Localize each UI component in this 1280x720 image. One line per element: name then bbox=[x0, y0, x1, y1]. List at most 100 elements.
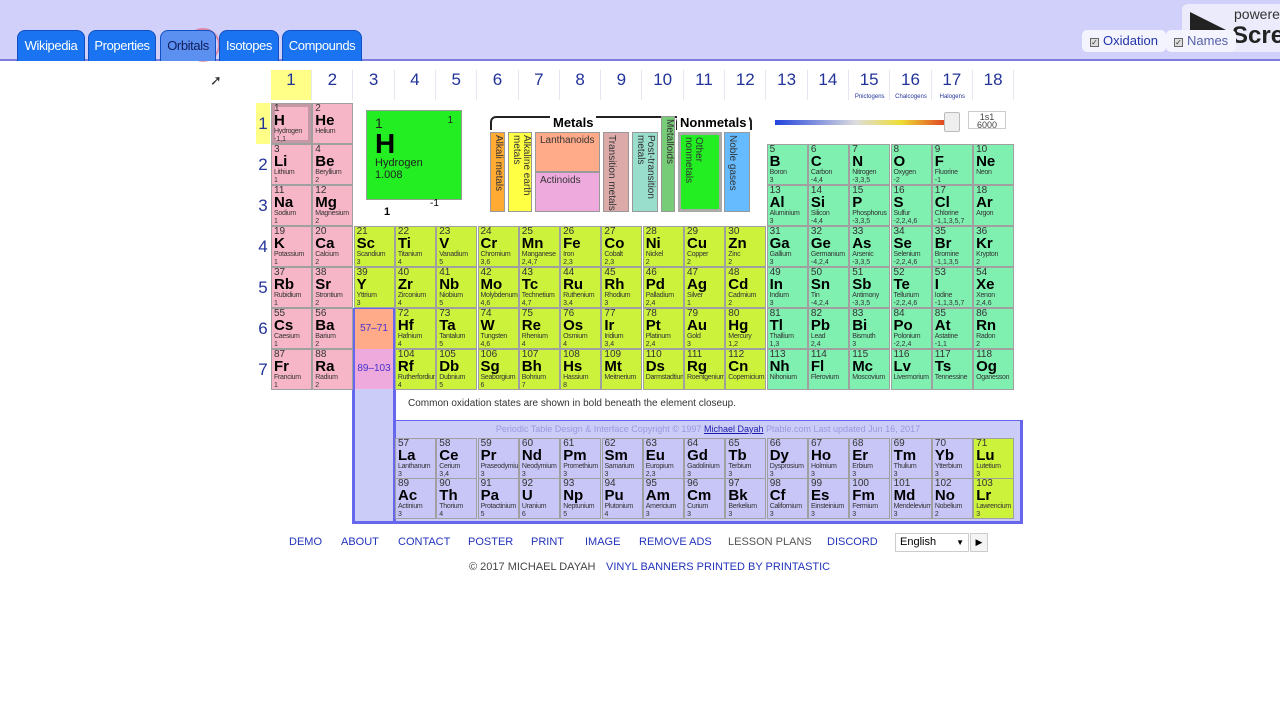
tab-orbitals[interactable]: Orbitals bbox=[160, 30, 216, 61]
element-rg[interactable]: 111 Rg Roentgenium bbox=[684, 349, 725, 390]
element-hg[interactable]: 80 Hg Mercury 1,2 bbox=[725, 308, 767, 349]
element-c[interactable]: 6 C Carbon -4,4 bbox=[807, 144, 849, 185]
element-xe[interactable]: 54 Xe Xenon 2,4,6 bbox=[973, 267, 1015, 308]
element-al[interactable]: 13 Al Aluminium 3 bbox=[766, 185, 808, 226]
element-la[interactable]: 57 La Lanthanum 3 bbox=[395, 438, 436, 479]
lanthanides-range[interactable]: 57–71 bbox=[355, 309, 393, 349]
element-ca[interactable]: 20 Ca Calcium 2 bbox=[312, 226, 354, 267]
element-au[interactable]: 79 Au Gold 3 bbox=[684, 308, 725, 349]
tab-properties[interactable]: Properties bbox=[88, 30, 156, 61]
element-tl[interactable]: 81 Tl Thallium 1,3 bbox=[766, 308, 808, 349]
sponsor-link[interactable]: VINYL BANNERS PRINTED BY PRINTASTIC bbox=[606, 561, 831, 573]
language-go-button[interactable]: ▶ bbox=[970, 533, 988, 552]
tab-compounds[interactable]: Compounds bbox=[282, 30, 362, 61]
element-re[interactable]: 75 Re Rhenium 4 bbox=[518, 308, 560, 349]
element-sn[interactable]: 50 Sn Tin -4,2,4 bbox=[807, 267, 849, 308]
element-sc[interactable]: 21 Sc Scandium 3 bbox=[353, 226, 395, 267]
orbital-slider[interactable] bbox=[775, 120, 955, 125]
element-cd[interactable]: 48 Cd Cadmium 2 bbox=[725, 267, 767, 308]
element-nb[interactable]: 41 Nb Niobium 5 bbox=[436, 267, 478, 308]
element-ac[interactable]: 89 Ac Actinium 3 bbox=[395, 478, 436, 519]
element-mo[interactable]: 42 Mo Molybdenum 4,6 bbox=[477, 267, 519, 308]
element-yb[interactable]: 70 Yb Ytterbium 3 bbox=[931, 438, 973, 479]
element-fr[interactable]: 87 Fr Francium 1 bbox=[271, 349, 312, 390]
legend-transition-metals[interactable]: Transition metals bbox=[603, 132, 629, 212]
group-header-12[interactable]: 12 bbox=[725, 70, 767, 100]
element-pm[interactable]: 61 Pm Promethium 3 bbox=[560, 438, 602, 479]
element-am[interactable]: 95 Am Americium 3 bbox=[642, 478, 684, 519]
element-bh[interactable]: 107 Bh Bohrium 7 bbox=[518, 349, 560, 390]
element-ra[interactable]: 88 Ra Radium 2 bbox=[312, 349, 354, 390]
element-h[interactable]: 1 H Hydrogen -1,1 bbox=[271, 103, 312, 144]
group-header-5[interactable]: 5 bbox=[436, 70, 478, 100]
element-br[interactable]: 35 Br Bromine -1,1,3,5 bbox=[931, 226, 973, 267]
element-hs[interactable]: 108 Hs Hassium 8 bbox=[560, 349, 602, 390]
element-rn[interactable]: 86 Rn Radon 2 bbox=[973, 308, 1015, 349]
footer-link-poster[interactable]: POSTER bbox=[468, 536, 514, 548]
element-pu[interactable]: 94 Pu Plutonium 4 bbox=[601, 478, 643, 519]
element-li[interactable]: 3 Li Lithium 1 bbox=[271, 144, 312, 185]
element-kr[interactable]: 36 Kr Krypton 2 bbox=[973, 226, 1015, 267]
element-co[interactable]: 27 Co Cobalt 2,3 bbox=[601, 226, 643, 267]
legend-noble-gases[interactable]: Noble gases bbox=[724, 132, 750, 212]
element-ds[interactable]: 110 Ds Darmstadtium bbox=[642, 349, 684, 390]
element-zn[interactable]: 30 Zn Zinc 2 bbox=[725, 226, 767, 267]
element-bi[interactable]: 83 Bi Bismuth 3 bbox=[849, 308, 891, 349]
period-header-4[interactable]: 4 bbox=[258, 237, 268, 256]
element-th[interactable]: 90 Th Thorium 4 bbox=[436, 478, 478, 519]
group-header-14[interactable]: 14 bbox=[808, 70, 849, 100]
period-header-6[interactable]: 6 bbox=[258, 319, 268, 338]
element-cm[interactable]: 96 Cm Curium 3 bbox=[684, 478, 726, 519]
footer-link-image[interactable]: IMAGE bbox=[585, 536, 621, 548]
element-ni[interactable]: 28 Ni Nickel 2 bbox=[642, 226, 684, 267]
element-ge[interactable]: 32 Ge Germanium -4,2,4 bbox=[807, 226, 849, 267]
element-np[interactable]: 93 Np Neptunium 5 bbox=[560, 478, 602, 519]
element-cu[interactable]: 29 Cu Copper 2 bbox=[684, 226, 725, 267]
element-b[interactable]: 5 B Boron 3 bbox=[766, 144, 808, 185]
element-ir[interactable]: 77 Ir Iridium 3,4 bbox=[601, 308, 643, 349]
element-cl[interactable]: 17 Cl Chlorine -1,1,3,5,7 bbox=[931, 185, 973, 226]
element-mg[interactable]: 12 Mg Magnesium 2 bbox=[312, 185, 354, 226]
names-toggle[interactable]: ✓ Names bbox=[1166, 30, 1237, 52]
element-os[interactable]: 76 Os Osmium 4 bbox=[560, 308, 602, 349]
group-header-2[interactable]: 2 bbox=[312, 70, 354, 100]
element-as[interactable]: 33 As Arsenic -3,3,5 bbox=[849, 226, 891, 267]
group-header-7[interactable]: 7 bbox=[519, 70, 560, 100]
element-n[interactable]: 7 N Nitrogen -3,3,5 bbox=[849, 144, 891, 185]
element-md[interactable]: 101 Md Mendelevium 3 bbox=[890, 478, 932, 519]
tab-wikipedia[interactable]: Wikipedia bbox=[17, 30, 85, 61]
element-be[interactable]: 4 Be Beryllium 2 bbox=[312, 144, 354, 185]
language-select[interactable]: English ▼ bbox=[895, 533, 969, 552]
element-ti[interactable]: 22 Ti Titanium 4 bbox=[394, 226, 436, 267]
group-header-3[interactable]: 3 bbox=[354, 70, 395, 100]
legend-lanthanoids[interactable]: Lanthanoids bbox=[535, 132, 600, 172]
actinides-range[interactable]: 89–103 bbox=[355, 349, 393, 389]
element-ts[interactable]: 117 Ts Tennessine bbox=[931, 349, 973, 390]
element-p[interactable]: 15 P Phosphorus -3,3,5 bbox=[849, 185, 891, 226]
element-he[interactable]: 2 He Helium bbox=[312, 103, 354, 144]
group-header-15[interactable]: 15 bbox=[849, 70, 891, 100]
element-es[interactable]: 99 Es Einsteinium 3 bbox=[808, 478, 849, 519]
group-header-6[interactable]: 6 bbox=[478, 70, 519, 100]
element-hf[interactable]: 72 Hf Hafnium 4 bbox=[394, 308, 436, 349]
footer-link-contact[interactable]: CONTACT bbox=[398, 536, 451, 548]
element-nd[interactable]: 60 Nd Neodymium 3 bbox=[518, 438, 560, 479]
element-ta[interactable]: 73 Ta Tantalum 5 bbox=[436, 308, 478, 349]
element-k[interactable]: 19 K Potassium 1 bbox=[271, 226, 312, 267]
element-tc[interactable]: 43 Tc Technetium 4,7 bbox=[518, 267, 560, 308]
element-er[interactable]: 68 Er Erbium 3 bbox=[849, 438, 891, 479]
element-pb[interactable]: 82 Pb Lead 2,4 bbox=[807, 308, 849, 349]
group-header-17[interactable]: 17 bbox=[932, 70, 973, 100]
element-ba[interactable]: 56 Ba Barium 2 bbox=[312, 308, 354, 349]
element-gd[interactable]: 64 Gd Gadolinium 3 bbox=[684, 438, 726, 479]
element-cn[interactable]: 112 Cn Copernicium bbox=[725, 349, 767, 390]
element-no[interactable]: 102 No Nobelium 2 bbox=[931, 478, 973, 519]
group-header-4[interactable]: 4 bbox=[395, 70, 436, 100]
element-sg[interactable]: 106 Sg Seaborgium 6 bbox=[477, 349, 519, 390]
element-ho[interactable]: 67 Ho Holmium 3 bbox=[808, 438, 849, 479]
element-zr[interactable]: 40 Zr Zirconium 4 bbox=[394, 267, 436, 308]
element-rh[interactable]: 45 Rh Rhodium 3 bbox=[601, 267, 643, 308]
legend-alkali-metals[interactable]: Alkali metals bbox=[490, 132, 505, 212]
footer-link-discord[interactable]: DISCORD bbox=[827, 536, 878, 548]
footer-link-print[interactable]: PRINT bbox=[531, 536, 564, 548]
